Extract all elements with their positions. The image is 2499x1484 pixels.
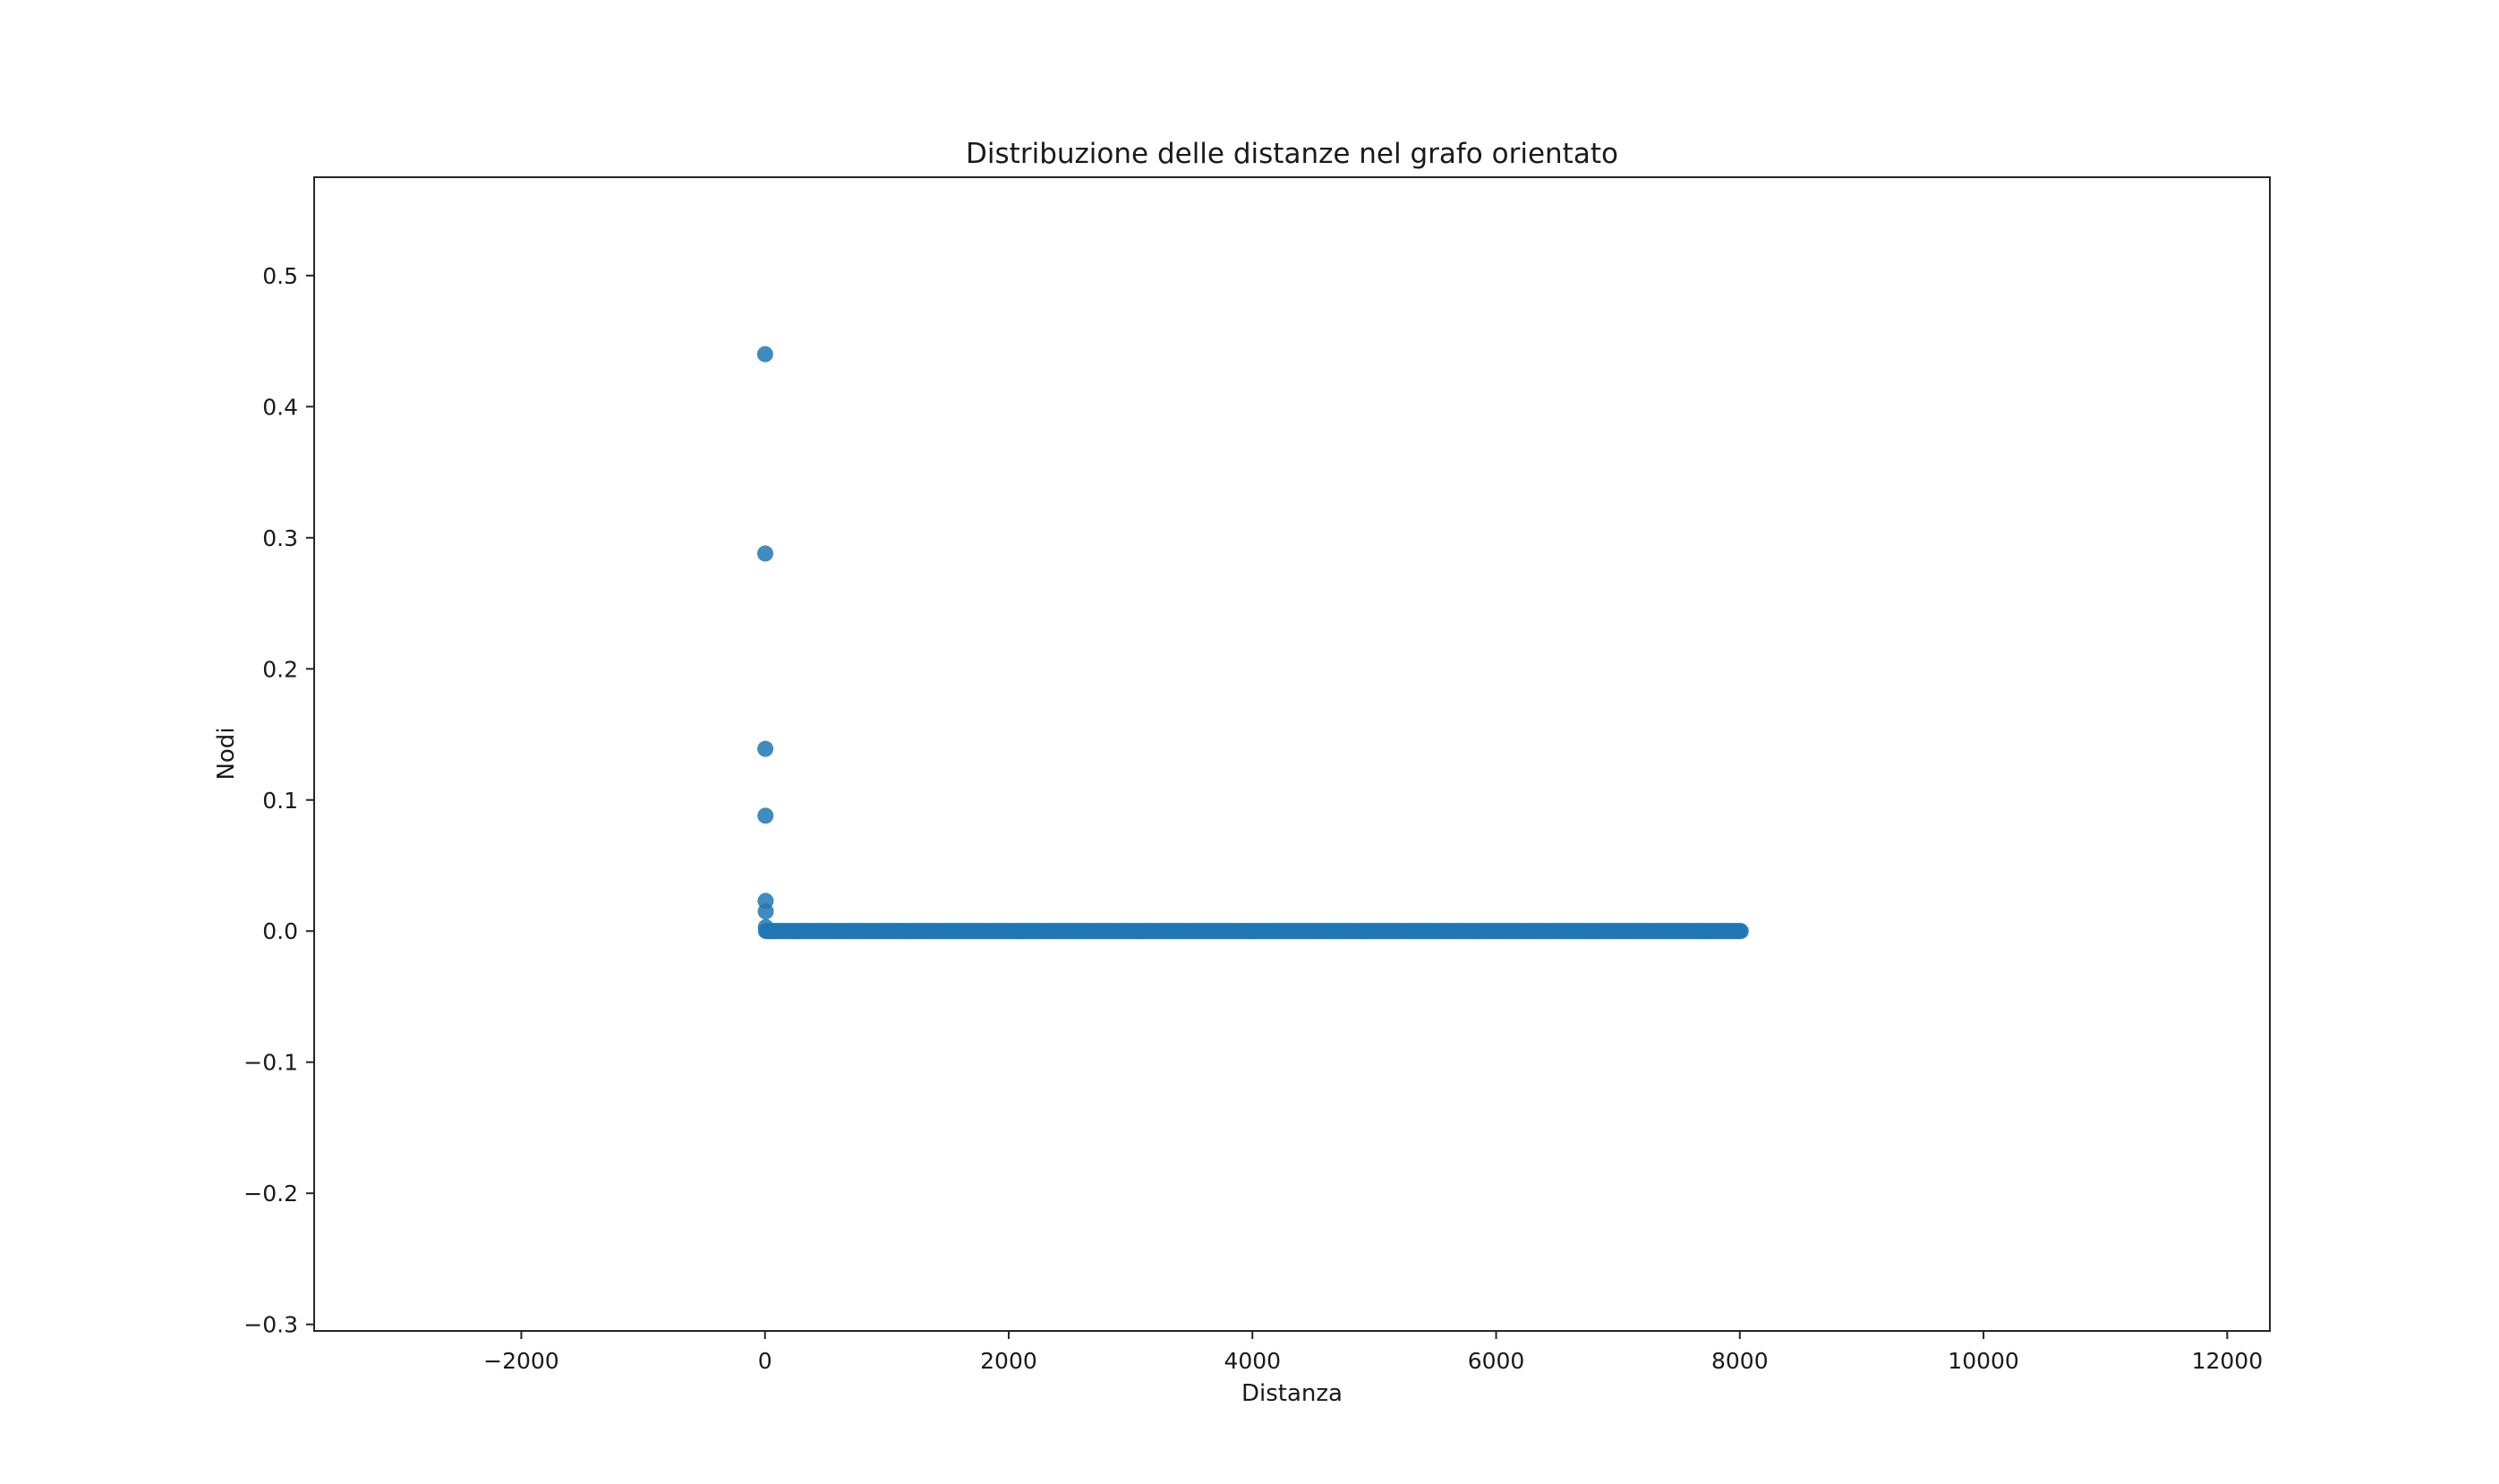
data-point	[756, 545, 773, 562]
points-layer	[756, 345, 1749, 940]
x-tick-label: 12000	[2192, 1348, 2264, 1374]
y-tick-label: 0.5	[262, 263, 298, 289]
x-ticks: −2000 0 2000 4000 6000 8000 10000 12000	[483, 1331, 2263, 1374]
x-tick-label: 2000	[980, 1348, 1037, 1374]
x-tick-label: 10000	[1948, 1348, 2019, 1374]
y-axis-label: Nodi	[213, 727, 240, 780]
x-tick-label: 8000	[1711, 1348, 1769, 1374]
y-tick-label: −0.2	[243, 1181, 298, 1207]
x-axis-label: Distanza	[1241, 1380, 1343, 1407]
y-tick-label: −0.1	[243, 1050, 298, 1076]
x-tick-label: 6000	[1468, 1348, 1525, 1374]
x-tick-label: 0	[758, 1348, 772, 1374]
y-tick-label: −0.3	[243, 1312, 298, 1338]
data-point	[756, 345, 773, 362]
plot-frame	[313, 176, 2271, 1332]
y-tick-label: 0.1	[262, 788, 298, 814]
y-tick-label: 0.4	[262, 394, 298, 420]
x-tick-label: −2000	[483, 1348, 559, 1374]
x-tick-label: 4000	[1224, 1348, 1281, 1374]
data-point	[757, 903, 774, 920]
y-ticks: −0.3 −0.2 −0.1 0.0 0.1 0.2 0.3 0.4 0.5	[243, 263, 314, 1338]
data-point	[757, 740, 774, 757]
chart-title: Distribuzione delle distanze nel grafo o…	[966, 138, 1618, 170]
y-tick-label: 0.0	[262, 918, 298, 944]
y-tick-label: 0.3	[262, 525, 298, 551]
y-tick-label: 0.2	[262, 656, 298, 682]
data-point	[1732, 923, 1749, 940]
data-point	[757, 807, 774, 824]
